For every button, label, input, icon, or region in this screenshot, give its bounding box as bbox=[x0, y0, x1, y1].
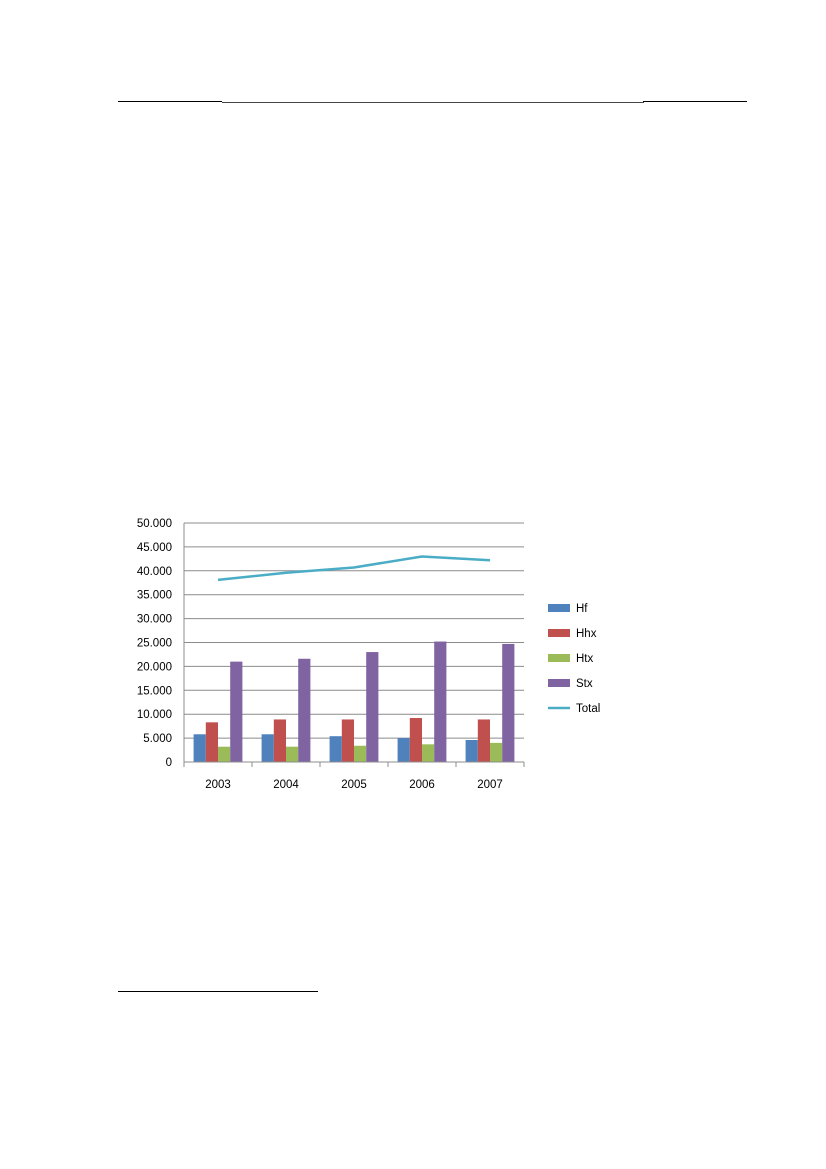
footnote-rule bbox=[118, 991, 318, 992]
y-tick-label: 5.000 bbox=[143, 733, 172, 745]
bar-hf bbox=[465, 740, 478, 762]
legend-label-htx: Htx bbox=[576, 653, 594, 665]
bar-htx bbox=[218, 746, 231, 762]
y-tick-label: 20.000 bbox=[137, 661, 172, 673]
y-tick-label: 15.000 bbox=[137, 685, 172, 697]
legend-swatch-hf bbox=[548, 604, 570, 612]
bar-hf bbox=[397, 738, 410, 762]
bar-hf bbox=[329, 736, 342, 762]
bar-htx bbox=[490, 742, 503, 762]
bar-htx bbox=[286, 746, 299, 762]
y-tick-label: 45.000 bbox=[137, 542, 172, 554]
x-tick-label: 2006 bbox=[409, 779, 435, 791]
x-tick-label: 2004 bbox=[273, 779, 299, 791]
bar-stx bbox=[298, 658, 311, 762]
legend-swatch-htx bbox=[548, 654, 570, 662]
y-tick-label: 0 bbox=[166, 757, 172, 769]
bar-stx bbox=[502, 643, 515, 762]
legend-label-hhx: Hhx bbox=[576, 628, 597, 640]
y-tick-label: 25.000 bbox=[137, 638, 172, 650]
legend-label-stx: Stx bbox=[576, 678, 593, 690]
axes bbox=[183, 523, 525, 767]
lines bbox=[217, 555, 491, 582]
header-rule-right bbox=[643, 101, 747, 102]
y-tick-label: 10.000 bbox=[137, 709, 172, 721]
bar-hhx bbox=[205, 722, 218, 762]
line-total bbox=[217, 555, 491, 582]
legend-swatch-hhx bbox=[548, 629, 570, 637]
bar-htx bbox=[354, 745, 367, 762]
y-tick-label: 50.000 bbox=[137, 518, 172, 530]
header-rule-left bbox=[118, 101, 222, 102]
x-tick-label: 2005 bbox=[341, 779, 367, 791]
legend-label-hf: Hf bbox=[576, 603, 588, 615]
bar-htx bbox=[422, 744, 435, 762]
bar-stx bbox=[230, 661, 243, 762]
legend-label-total: Total bbox=[576, 703, 600, 715]
bar-stx bbox=[366, 652, 379, 762]
legend: Hf Hhx Htx Stx Total bbox=[548, 603, 600, 715]
bar-hhx bbox=[409, 718, 422, 762]
header-rule-middle bbox=[222, 102, 644, 103]
bars bbox=[193, 641, 515, 762]
bar-hf bbox=[261, 734, 274, 762]
x-tick-label: 2003 bbox=[205, 779, 231, 791]
x-axis-ticks: 2003 2004 2005 2006 2007 bbox=[205, 779, 503, 791]
bar-hhx bbox=[477, 719, 490, 762]
bar-hhx bbox=[273, 719, 286, 762]
bar-stx bbox=[434, 641, 447, 762]
bar-hf bbox=[193, 734, 206, 762]
bar-hhx bbox=[341, 719, 354, 762]
y-tick-label: 40.000 bbox=[137, 566, 172, 578]
legend-swatch-stx bbox=[548, 679, 570, 687]
y-axis-ticks: 0 5.000 10.000 15.000 20.000 25.000 30.000 35.0… bbox=[137, 518, 172, 769]
y-tick-label: 35.000 bbox=[137, 590, 172, 602]
x-tick-label: 2007 bbox=[477, 779, 503, 791]
y-tick-label: 30.000 bbox=[137, 614, 172, 626]
